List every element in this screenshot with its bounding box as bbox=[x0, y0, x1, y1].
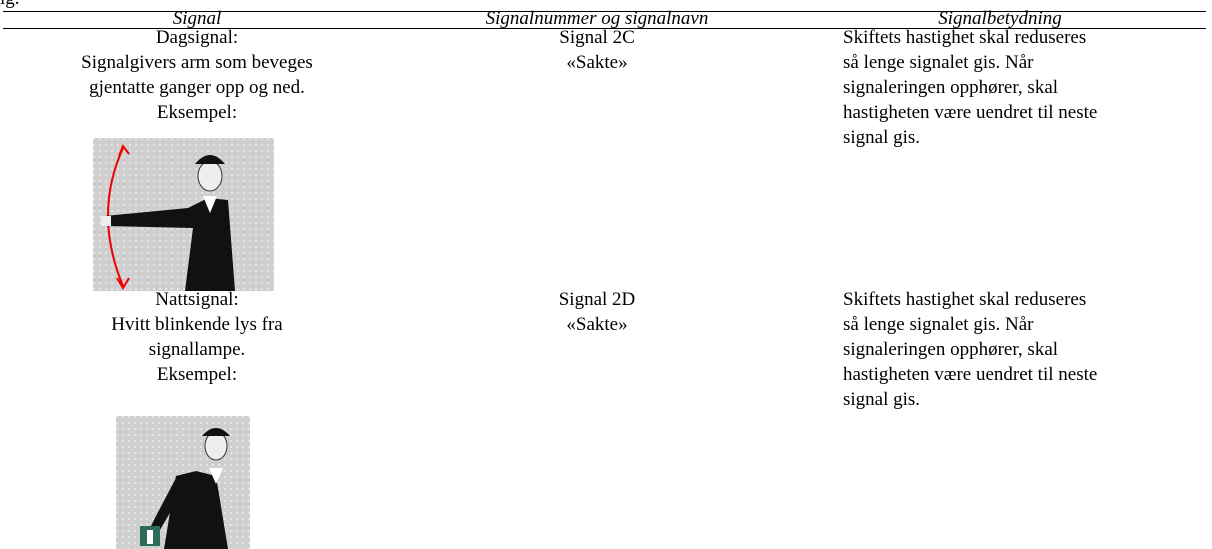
signal-meaning: signal gis. bbox=[843, 127, 921, 148]
signal-number: Signal 2D bbox=[558, 289, 636, 310]
signal-number: «Sakte» bbox=[566, 52, 628, 73]
signal-meaning: så lenge signalet gis. Når bbox=[843, 314, 1034, 335]
caption: ig. bbox=[0, 0, 20, 11]
signal-meaning: signal gis. bbox=[843, 389, 921, 410]
signal-text: Signalgivers arm som beveges bbox=[81, 52, 313, 73]
rule bbox=[3, 11, 1206, 12]
column-header: Signalnummer og signalnavn bbox=[485, 8, 709, 29]
signal-number: «Sakte» bbox=[566, 314, 628, 335]
signal-meaning: signaleringen opphører, skal bbox=[843, 339, 1059, 360]
signal-meaning: hastigheten være uendret til neste bbox=[843, 102, 1098, 123]
rule bbox=[3, 28, 1206, 29]
example-image bbox=[116, 416, 250, 549]
signal-text: signallampe. bbox=[148, 339, 246, 360]
signal-text: Eksempel: bbox=[156, 102, 238, 123]
column-header: Signal bbox=[172, 8, 222, 29]
example-image bbox=[93, 138, 274, 291]
signal-meaning: Skiftets hastighet skal reduseres bbox=[843, 289, 1087, 310]
signal-meaning: hastigheten være uendret til neste bbox=[843, 364, 1098, 385]
signal-text: gjentatte ganger opp og ned. bbox=[89, 77, 305, 98]
signal-text: Nattsignal: bbox=[155, 289, 239, 310]
signal-meaning: Skiftets hastighet skal reduseres bbox=[843, 27, 1087, 48]
column-header: Signalbetydning bbox=[938, 8, 1062, 29]
signal-text: Eksempel: bbox=[156, 364, 238, 385]
signal-meaning: så lenge signalet gis. Når bbox=[843, 52, 1034, 73]
signal-meaning: signaleringen opphører, skal bbox=[843, 77, 1059, 98]
signal-text: Hvitt blinkende lys fra bbox=[111, 314, 283, 335]
signal-number: Signal 2C bbox=[559, 27, 635, 48]
signal-text: Dagsignal: bbox=[155, 27, 239, 48]
